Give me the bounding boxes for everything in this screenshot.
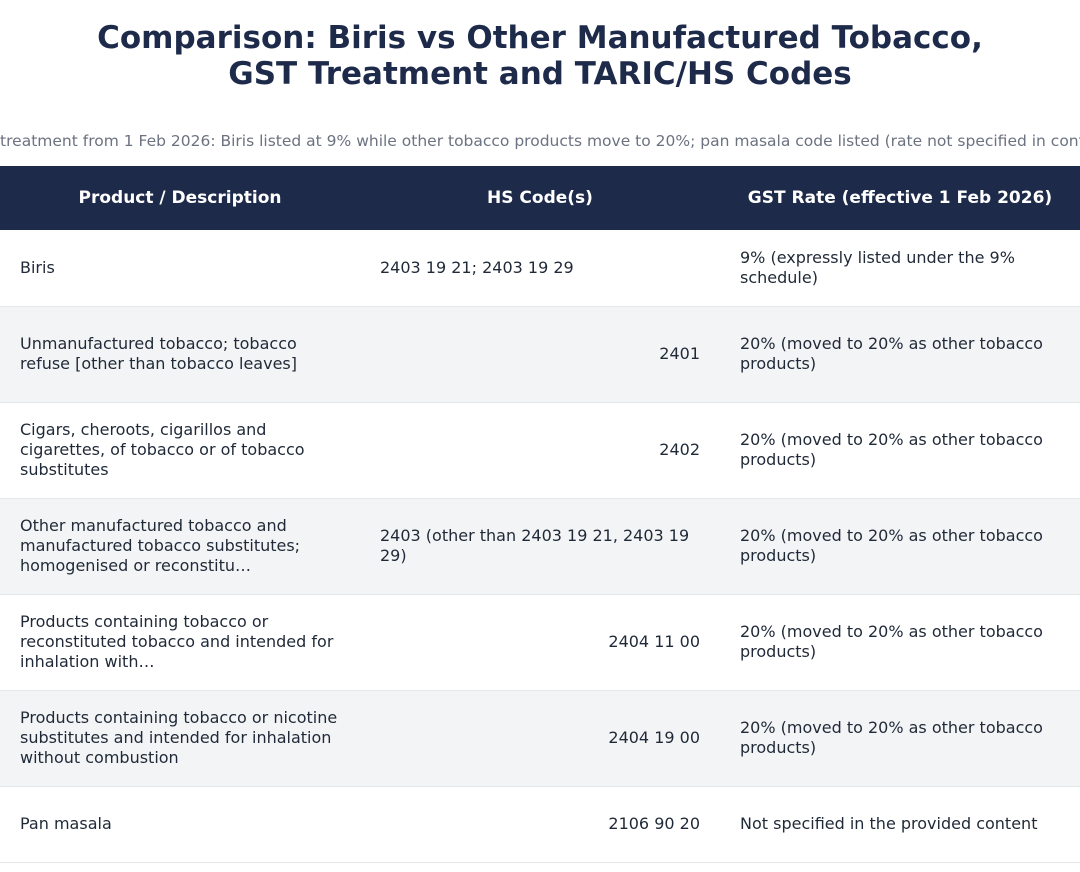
cell-hs-code: 2404 19 00 (360, 690, 720, 787)
table-row: Other manufactured tobacco and manufactu… (0, 498, 1080, 595)
table-row: Cigars, cheroots, cigarillos and cigaret… (0, 402, 1080, 499)
cell-product: Products containing tobacco or reconstit… (0, 594, 360, 691)
column-header-hs-code: HS Code(s) (487, 188, 593, 208)
column-header-gst-rate: GST Rate (effective 1 Feb 2026) (747, 188, 1053, 208)
cell-gst-rate: 20% (moved to 20% as other tobacco produ… (720, 594, 1080, 691)
cell-gst-rate: 20% (moved to 20% as other tobacco produ… (720, 498, 1080, 595)
cell-hs-code: 2106 90 20 (360, 786, 720, 863)
product-text: Other manufactured tobacco and manufactu… (20, 516, 301, 575)
product-text: Products containing tobacco or reconstit… (20, 612, 334, 671)
product-text: Pan masala (20, 814, 112, 833)
comparison-table: Product / Description HS Code(s) GST Rat… (0, 166, 1080, 863)
cell-gst-rate: Not specified in the provided content (720, 786, 1080, 863)
page-title-line-2: GST Treatment and TARIC/HS Codes (228, 56, 852, 92)
gst-rate-text: 20% (moved to 20% as other tobacco produ… (740, 334, 1043, 373)
cell-hs-code: 2402 (360, 402, 720, 499)
product-text: Biris (20, 257, 55, 277)
product-text: Products containing tobacco or nicotine … (20, 708, 338, 767)
column-header-product: Product / Description (78, 188, 282, 208)
page-subtitle: GST treatment from 1 Feb 2026: Biris lis… (0, 132, 1080, 150)
table-header-row: Product / Description HS Code(s) GST Rat… (0, 166, 1080, 230)
gst-rate-text: 20% (moved to 20% as other tobacco produ… (740, 430, 1043, 469)
cell-hs-code: 2404 11 00 (360, 594, 720, 691)
table-row: Unmanufactured tobacco; tobacco refuse [… (0, 306, 1080, 403)
cell-gst-rate: 20% (moved to 20% as other tobacco produ… (720, 690, 1080, 787)
cell-gst-rate: 20% (moved to 20% as other tobacco produ… (720, 306, 1080, 403)
cell-product: Other manufactured tobacco and manufactu… (0, 498, 360, 595)
gst-rate-text: 20% (moved to 20% as other tobacco produ… (740, 718, 1043, 757)
page-title: Comparison: Biris vs Other Manufactured … (0, 20, 1080, 92)
cell-gst-rate: 20% (moved to 20% as other tobacco produ… (720, 402, 1080, 499)
gst-rate-text: Not specified in the provided content (740, 814, 1038, 833)
gst-rate-text: 20% (moved to 20% as other tobacco produ… (740, 526, 1043, 565)
product-text: Cigars, cheroots, cigarillos and cigaret… (20, 420, 305, 479)
cell-hs-code: 2403 19 21; 2403 19 29 (360, 230, 720, 307)
gst-rate-text: 9% (expressly listed under the 9% schedu… (740, 247, 1015, 287)
table-row: Pan masala 2106 90 20 Not specified in t… (0, 786, 1080, 863)
cell-hs-code: 2403 (other than 2403 19 21, 2403 19 29) (360, 498, 720, 595)
table-row: Biris 2403 19 21; 2403 19 29 9% (express… (0, 230, 1080, 307)
gst-rate-text: 20% (moved to 20% as other tobacco produ… (740, 622, 1043, 661)
cell-product: Products containing tobacco or nicotine … (0, 690, 360, 787)
cell-product: Biris (0, 230, 360, 307)
table-row: Products containing tobacco or nicotine … (0, 690, 1080, 787)
page-title-line-1: Comparison: Biris vs Other Manufactured … (97, 20, 983, 56)
cell-hs-code: 2401 (360, 306, 720, 403)
cell-product: Unmanufactured tobacco; tobacco refuse [… (0, 306, 360, 403)
cell-product: Pan masala (0, 786, 360, 863)
cell-gst-rate: 9% (expressly listed under the 9% schedu… (720, 230, 1080, 307)
table-row: Products containing tobacco or reconstit… (0, 594, 1080, 691)
product-text: Unmanufactured tobacco; tobacco refuse [… (20, 334, 297, 373)
cell-product: Cigars, cheroots, cigarillos and cigaret… (0, 402, 360, 499)
